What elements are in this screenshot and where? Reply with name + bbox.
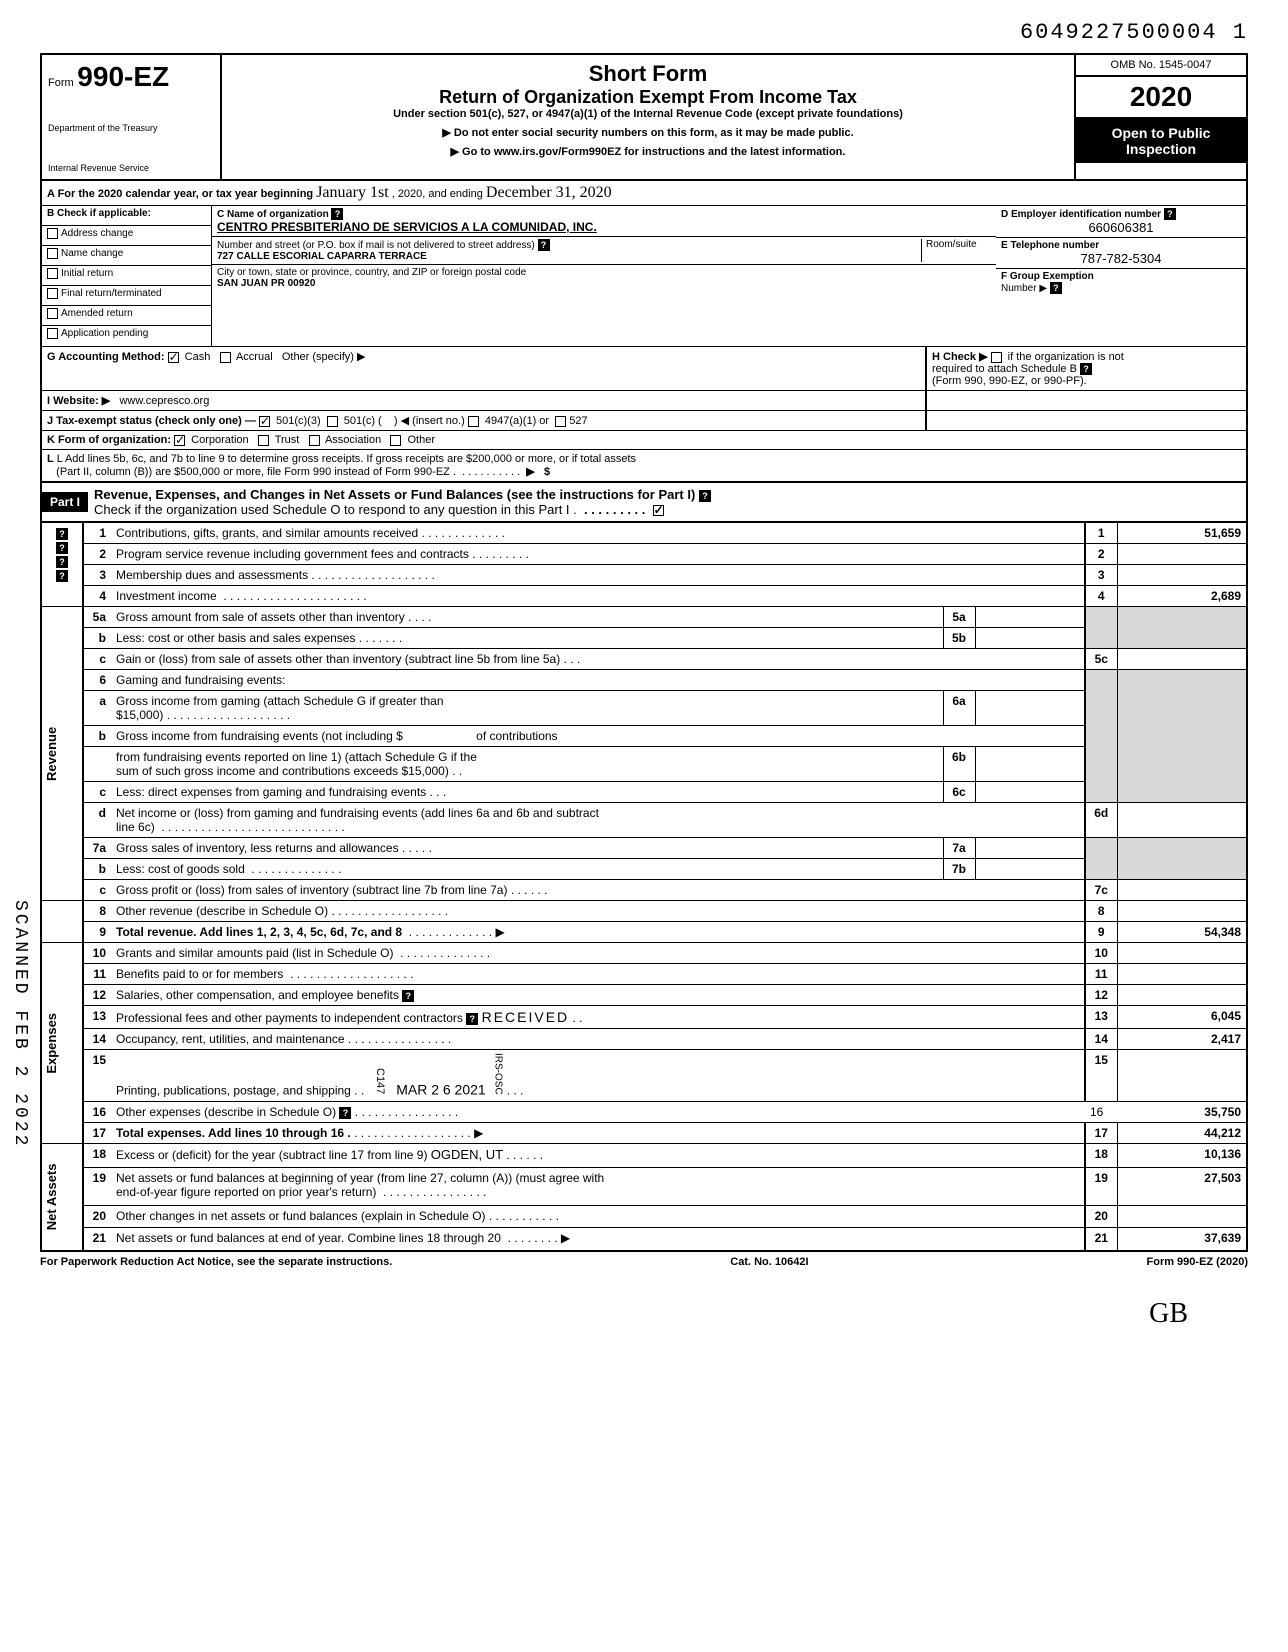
instr-ssn: ▶ Do not enter social security numbers o… xyxy=(232,126,1064,139)
section-g: G Accounting Method: Cash Accrual Other … xyxy=(42,347,926,390)
omb-number: OMB No. 1545-0047 xyxy=(1076,55,1246,77)
date-stamp: MAR 2 6 2021 xyxy=(396,1082,486,1098)
checkbox-schedule-b[interactable] xyxy=(991,352,1002,363)
form-number: 990-EZ xyxy=(77,61,169,92)
begin-date: January 1st xyxy=(316,184,388,201)
ogden-stamp: OGDEN, UT xyxy=(431,1147,503,1162)
help-icon[interactable]: ? xyxy=(699,490,711,502)
checkbox-schedule-o[interactable] xyxy=(653,505,664,516)
return-subtitle: Under section 501(c), 527, or 4947(a)(1)… xyxy=(232,108,1064,120)
checkbox-accrual[interactable] xyxy=(220,352,231,363)
signature-initials: GB xyxy=(40,1298,1188,1330)
checkbox-4947[interactable] xyxy=(468,416,479,427)
dept-irs: Internal Revenue Service xyxy=(48,163,214,173)
checkbox-501c[interactable] xyxy=(327,416,338,427)
netassets-label: Net Assets xyxy=(41,1143,83,1251)
open-public-2: Inspection xyxy=(1080,141,1242,157)
checkbox-amended[interactable] xyxy=(47,308,58,319)
tax-year: 20202020 xyxy=(1076,77,1246,119)
ein: 660606381 xyxy=(1001,220,1241,235)
end-date: December 31, 2020 xyxy=(486,184,612,201)
form-prefix: Form xyxy=(48,77,74,89)
expenses-label: Expenses xyxy=(41,943,83,1144)
part1-table: ???? 1Contributions, gifts, grants, and … xyxy=(40,523,1248,1252)
checkbox-cash[interactable] xyxy=(168,352,179,363)
help-icon[interactable]: ? xyxy=(1050,282,1062,294)
section-i: I Website: ▶ www.cepresco.org xyxy=(42,391,926,410)
short-form-label: Short Form xyxy=(232,61,1064,87)
org-name: CENTRO PRESBITERIANO DE SERVICIOS A LA C… xyxy=(217,220,597,234)
page-footer: For Paperwork Reduction Act Notice, see … xyxy=(40,1256,1248,1268)
help-icon[interactable]: ? xyxy=(1080,363,1092,375)
checkbox-final-return[interactable] xyxy=(47,288,58,299)
room-suite: Room/suite xyxy=(921,239,991,262)
checkbox-501c3[interactable] xyxy=(259,416,270,427)
part1-check: Check if the organization used Schedule … xyxy=(94,502,577,517)
dln-number: 6049227500004 1 xyxy=(40,20,1248,45)
section-a: A For the 2020 calendar year, or tax yea… xyxy=(42,181,1246,205)
checkbox-corp[interactable] xyxy=(174,435,185,446)
checkbox-assoc[interactable] xyxy=(309,435,320,446)
checkbox-name-change[interactable] xyxy=(47,248,58,259)
amount-13: 6,045 xyxy=(1117,1006,1247,1029)
help-icon[interactable]: ? xyxy=(1164,208,1176,220)
website: www.cepresco.org xyxy=(119,395,209,407)
section-k: K Form of organization: Corporation Trus… xyxy=(42,431,1246,449)
scanned-stamp: SCANNED FEB 2 2022 xyxy=(10,900,30,1148)
part1-label: Part I xyxy=(42,492,88,512)
revenue-label: Revenue xyxy=(41,607,83,901)
checkbox-pending[interactable] xyxy=(47,328,58,339)
city-state-zip: SAN JUAN PR 00920 xyxy=(217,278,315,289)
amount-4: 2,689 xyxy=(1117,586,1247,607)
amount-19: 27,503 xyxy=(1117,1167,1247,1205)
section-b: B Check if applicable: Address change Na… xyxy=(42,206,212,346)
section-l: L L Add lines 5b, 6c, and 7b to line 9 t… xyxy=(42,450,1246,481)
checkbox-527[interactable] xyxy=(555,416,566,427)
help-icon[interactable]: ? xyxy=(538,239,550,251)
section-j: J Tax-exempt status (check only one) — 5… xyxy=(42,411,926,430)
amount-17: 44,212 xyxy=(1117,1122,1247,1143)
amount-1: 51,659 xyxy=(1117,523,1247,544)
amount-16: 35,750 xyxy=(1117,1101,1247,1122)
form-header: Form 990-EZ Department of the Treasury I… xyxy=(40,53,1248,181)
instr-web: ▶ Go to www.irs.gov/Form990EZ for instru… xyxy=(232,145,1064,158)
checkbox-other[interactable] xyxy=(390,435,401,446)
received-stamp: RECEIVED xyxy=(482,1009,570,1025)
amount-9: 54,348 xyxy=(1117,922,1247,943)
street-address: 727 CALLE ESCORIAL CAPARRA TERRACE xyxy=(217,251,427,262)
open-public-1: Open to Public xyxy=(1080,125,1242,141)
amount-18: 10,136 xyxy=(1117,1143,1247,1167)
help-icon[interactable]: ? xyxy=(331,208,343,220)
checkbox-initial-return[interactable] xyxy=(47,268,58,279)
amount-21: 37,639 xyxy=(1117,1228,1247,1251)
part1-title: Revenue, Expenses, and Changes in Net As… xyxy=(94,487,695,502)
checkbox-address-change[interactable] xyxy=(47,228,58,239)
dept-treasury: Department of the Treasury xyxy=(48,123,214,133)
phone: 787-782-5304 xyxy=(1001,251,1241,266)
checkbox-trust[interactable] xyxy=(258,435,269,446)
amount-14: 2,417 xyxy=(1117,1029,1247,1050)
section-h: H Check ▶ if the organization is not req… xyxy=(926,347,1246,390)
return-title: Return of Organization Exempt From Incom… xyxy=(232,87,1064,108)
